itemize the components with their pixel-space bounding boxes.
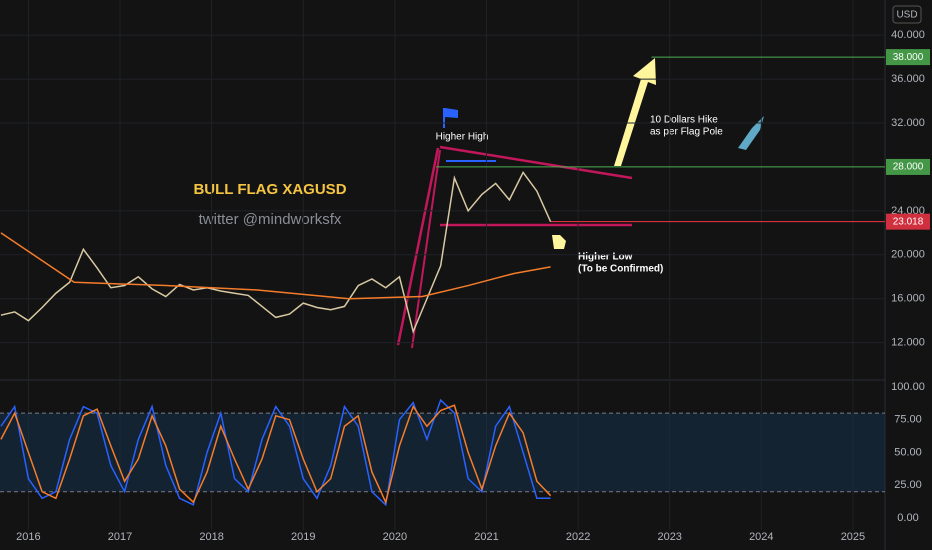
flag-top xyxy=(439,145,633,180)
x-tick-label: 2022 xyxy=(566,531,590,543)
y-tick-label: 36.000 xyxy=(891,73,925,85)
annotation: as per Flag Pole xyxy=(650,127,723,138)
flag-icon xyxy=(443,108,445,128)
chart-title: BULL FLAG XAGUSD xyxy=(193,181,346,198)
x-tick-label: 2021 xyxy=(474,531,498,543)
target-arrow xyxy=(614,58,656,166)
level-box xyxy=(886,213,930,230)
annotation: Higher Low xyxy=(578,252,633,263)
level-label: 38.000 xyxy=(893,52,924,63)
x-tick-label: 2018 xyxy=(199,531,223,543)
level-box xyxy=(886,49,930,66)
y-tick-label: 50.00 xyxy=(894,446,922,458)
x-tick-label: 2024 xyxy=(749,531,773,543)
x-tick-label: 2017 xyxy=(108,531,132,543)
level-label: 23.018 xyxy=(893,216,924,227)
flag-icon xyxy=(445,108,458,118)
x-tick-label: 2019 xyxy=(291,531,315,543)
y-tick-label: 32.000 xyxy=(891,117,925,129)
chart-subtitle: twitter @mindworksfx xyxy=(199,211,342,228)
flag-pole xyxy=(411,149,441,349)
y-tick-label: 20.000 xyxy=(891,249,925,261)
y-tick-label: 75.00 xyxy=(894,414,922,426)
y-tick-label: 100.00 xyxy=(891,381,925,393)
rocket-icon xyxy=(738,116,764,150)
x-tick-label: 2016 xyxy=(16,531,40,543)
y-tick-label: 16.000 xyxy=(891,293,925,305)
y-tick-label: 40.000 xyxy=(891,29,925,41)
level-label: 28.000 xyxy=(893,162,924,173)
unit-box xyxy=(892,5,922,24)
level-box xyxy=(886,158,930,175)
x-tick-label: 2023 xyxy=(657,531,681,543)
y-tick-label: 12.000 xyxy=(891,337,925,349)
band-fill xyxy=(0,413,885,492)
x-tick-label: 2020 xyxy=(383,531,407,543)
flag-pole xyxy=(396,147,440,346)
annotation: 10 Dollars Hike xyxy=(650,115,718,126)
series-line xyxy=(0,404,552,505)
unit-label: USD xyxy=(896,10,917,21)
series-line xyxy=(0,232,551,300)
annotation: Higher High xyxy=(436,132,489,143)
series-line xyxy=(0,170,552,335)
x-tick-label: 2025 xyxy=(841,531,865,543)
hand-icon xyxy=(552,235,566,249)
y-tick-label: 25.00 xyxy=(894,479,922,491)
annotation: (To be Confirmed) xyxy=(578,264,663,275)
y-tick-label: 0.00 xyxy=(897,512,918,524)
